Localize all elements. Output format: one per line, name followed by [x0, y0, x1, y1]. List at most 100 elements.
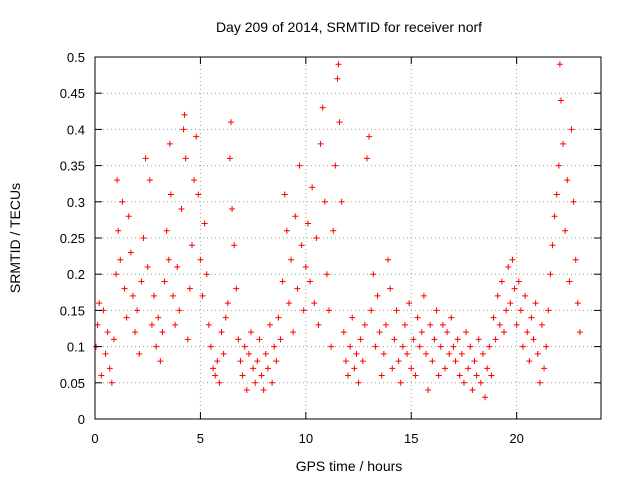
data-point — [157, 358, 164, 365]
data-point — [399, 343, 406, 350]
data-point — [330, 227, 337, 234]
data-point — [532, 300, 539, 307]
data-point — [252, 379, 259, 386]
data-point — [479, 350, 486, 357]
data-point — [184, 336, 191, 343]
y-tick-label: 0.45 — [60, 86, 85, 101]
data-point — [104, 329, 111, 336]
data-point — [311, 300, 318, 307]
data-point — [281, 191, 288, 198]
data-point — [509, 256, 516, 263]
data-point — [317, 140, 324, 147]
data-point — [153, 343, 160, 350]
data-point — [336, 119, 343, 126]
data-point — [218, 329, 225, 336]
data-point — [332, 162, 339, 169]
data-point — [146, 177, 153, 184]
data-point — [313, 235, 320, 241]
y-tick-label: 0.35 — [60, 159, 85, 174]
data-point — [460, 379, 467, 386]
data-point — [273, 358, 280, 365]
data-point — [439, 321, 446, 328]
data-point — [222, 314, 229, 321]
data-point — [319, 104, 326, 111]
data-point — [283, 227, 290, 234]
data-point — [256, 336, 263, 343]
data-point — [576, 329, 583, 336]
data-point — [511, 285, 518, 292]
data-point — [534, 350, 541, 357]
data-point — [239, 372, 246, 379]
data-point — [326, 307, 333, 314]
data-point — [170, 292, 177, 299]
data-point — [374, 292, 381, 299]
data-point — [166, 140, 173, 147]
data-point — [309, 184, 316, 191]
data-point — [389, 365, 396, 372]
data-point — [551, 213, 558, 220]
data-point — [260, 387, 267, 394]
data-point — [547, 271, 554, 278]
data-point — [475, 336, 482, 343]
data-point — [207, 343, 214, 350]
data-point — [395, 358, 402, 365]
data-point — [155, 314, 162, 321]
data-point — [467, 343, 474, 350]
data-point — [220, 350, 227, 357]
data-point — [444, 329, 451, 336]
x-tick-label: 5 — [197, 431, 204, 446]
data-point — [335, 61, 342, 68]
data-point — [488, 372, 495, 379]
data-point — [161, 278, 168, 285]
data-point — [387, 285, 394, 292]
data-point — [210, 365, 217, 372]
data-point — [136, 350, 143, 357]
data-point — [304, 220, 311, 227]
data-point — [248, 329, 255, 336]
y-tick-label: 0.25 — [60, 231, 85, 246]
data-point — [227, 119, 234, 126]
y-tick-label: 0.05 — [60, 376, 85, 391]
data-point — [528, 314, 535, 321]
data-point — [113, 271, 120, 278]
data-point — [235, 336, 242, 343]
data-point — [199, 292, 206, 299]
data-point — [129, 292, 136, 299]
data-point — [197, 256, 204, 263]
data-point — [205, 321, 212, 328]
data-point — [94, 321, 101, 328]
data-point — [446, 350, 453, 357]
data-point — [549, 242, 556, 249]
data-point — [463, 329, 470, 336]
data-point — [176, 307, 183, 314]
data-point — [408, 365, 415, 372]
data-point — [560, 140, 567, 147]
data-point — [117, 256, 124, 263]
data-point — [517, 307, 524, 314]
data-point — [290, 329, 297, 336]
data-point — [271, 343, 278, 350]
data-point — [121, 285, 128, 292]
data-point — [180, 126, 187, 133]
data-point — [380, 350, 387, 357]
y-tick-label: 0 — [78, 412, 85, 427]
data-point — [441, 365, 448, 372]
data-point — [555, 162, 562, 169]
data-point — [484, 365, 491, 372]
data-point — [178, 206, 185, 213]
data-point — [435, 372, 442, 379]
y-tick-label: 0.15 — [60, 303, 85, 318]
data-point — [275, 314, 282, 321]
data-point — [469, 387, 476, 394]
data-point — [568, 126, 575, 133]
data-point — [296, 162, 303, 169]
data-point — [519, 343, 526, 350]
x-tick-label: 15 — [404, 431, 418, 446]
data-point — [425, 387, 432, 394]
data-point — [224, 300, 231, 307]
data-point — [564, 177, 571, 184]
data-point — [406, 300, 413, 307]
data-points — [93, 61, 583, 401]
data-point — [351, 365, 358, 372]
